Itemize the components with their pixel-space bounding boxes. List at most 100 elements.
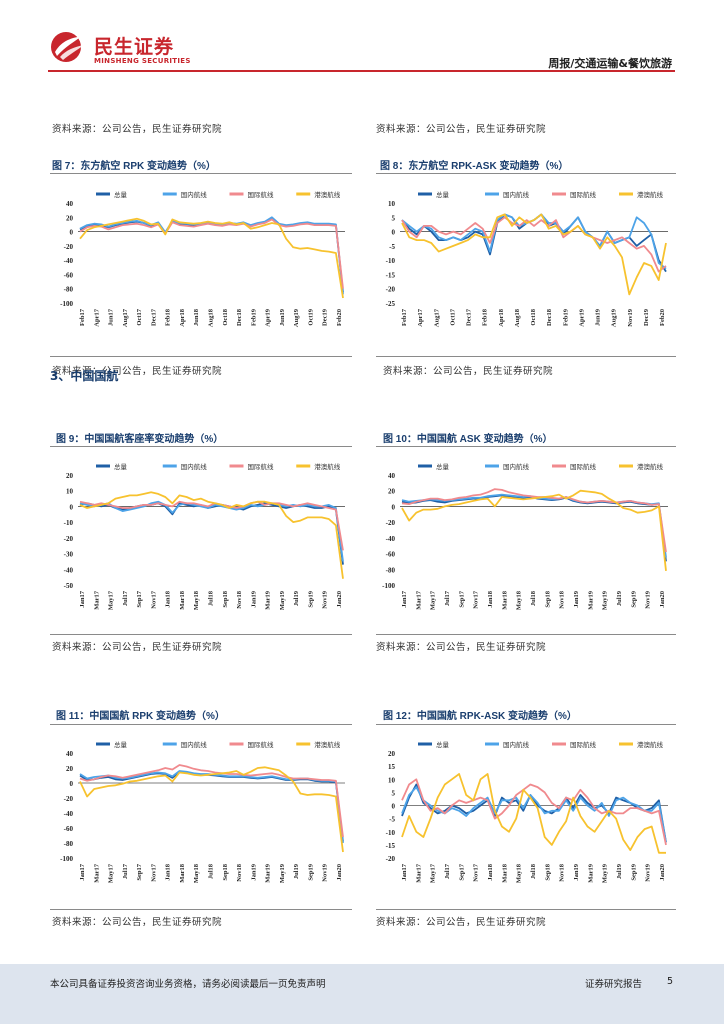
x-tick-label: Mar19 xyxy=(265,590,272,610)
series-line-2 xyxy=(401,786,667,843)
source-note: 资料来源：公司公告，民生证券研究院 xyxy=(52,917,223,928)
y-tick-label: 0 xyxy=(70,780,74,788)
series-line-2 xyxy=(401,493,667,558)
figure-title: 图 10：中国国航 ASK 变动趋势（%） xyxy=(383,434,553,445)
x-tick-label: Aug17 xyxy=(433,308,440,327)
y-tick-label: 20 xyxy=(388,750,396,758)
x-tick-label: Sep17 xyxy=(458,590,465,607)
y-tick-label: 40 xyxy=(66,200,74,208)
figure-divider xyxy=(376,724,676,725)
x-tick-label: Nov18 xyxy=(236,590,243,608)
y-tick-label: -10 xyxy=(386,829,396,837)
y-tick-label: 20 xyxy=(66,472,74,480)
figure-divider xyxy=(50,634,352,635)
x-tick-label: Nov19 xyxy=(322,863,329,881)
x-tick-label: Apr19 xyxy=(265,308,272,326)
legend-label: 总量 xyxy=(436,462,450,471)
y-tick-label: 0 xyxy=(70,229,74,237)
x-tick-label: Sep19 xyxy=(630,863,637,880)
y-tick-label: 0 xyxy=(392,503,396,511)
x-tick-label: Nov17 xyxy=(473,590,480,608)
x-tick-label: Sep18 xyxy=(544,863,551,880)
y-tick-label: 15 xyxy=(388,763,396,771)
figure-divider xyxy=(50,724,352,725)
legend-label: 总量 xyxy=(436,190,450,199)
x-tick-label: Apr17 xyxy=(417,308,424,326)
y-tick-label: 20 xyxy=(388,488,396,496)
series-line-1 xyxy=(79,770,344,842)
chart-figure-12: 总量 国内航线 国际航线 港澳航线 -20 -15 -10 -5 0 5 10 15 20 Jan17 Ma… xyxy=(370,733,676,903)
x-tick-label: Feb18 xyxy=(165,308,172,326)
legend-label: 国际航线 xyxy=(248,462,275,471)
legend-label: 港澳航线 xyxy=(637,740,664,749)
y-tick-label: -25 xyxy=(386,300,396,308)
y-tick-label: 10 xyxy=(388,776,396,784)
x-tick-label: Mar18 xyxy=(179,863,186,883)
chart-svg: 总量 国内航线 国际航线 港澳航线 -100 -80 -60 -40 -20 0 20 40 Jan17… xyxy=(382,462,668,610)
legend-label: 总量 xyxy=(114,462,128,471)
y-tick-label: 40 xyxy=(388,472,396,480)
legend-label: 国内航线 xyxy=(503,462,530,471)
x-tick-label: Apr17 xyxy=(93,308,100,326)
y-tick-label: -40 xyxy=(64,257,74,265)
x-tick-label: Mar17 xyxy=(93,590,100,610)
y-tick-label: 5 xyxy=(392,789,396,797)
chart-figure-9: 总量 国内航线 国际航线 港澳航线 -50 -40 -30 -20 -10 0 10 20 Jan17 M… xyxy=(48,455,353,630)
x-tick-label: Sep19 xyxy=(307,863,314,880)
chart-svg: 总量 国内航线 国际航线 港澳航线 -100 -80 -60 -40 -20 0 20 40 Feb17… xyxy=(60,190,345,327)
x-tick-label: Mar18 xyxy=(501,590,508,610)
x-tick-label: Nov19 xyxy=(627,308,634,326)
legend-label: 港澳航线 xyxy=(314,190,341,199)
source-note: 资料来源：公司公告，民生证券研究院 xyxy=(52,642,223,653)
figure-title: 图 11：中国国航 RPK 变动趋势（%） xyxy=(56,711,225,722)
x-tick-label: Jan18 xyxy=(165,863,172,880)
figure-divider xyxy=(50,446,352,447)
x-tick-label: Mar17 xyxy=(415,590,422,610)
y-tick-label: -50 xyxy=(64,582,74,590)
x-tick-label: May19 xyxy=(279,590,286,610)
series-line-2 xyxy=(79,500,344,562)
x-tick-label: Aug17 xyxy=(122,308,129,327)
footer-disclaimer: 本公司具备证券投资咨询业务资格，请务必阅读最后一页免责声明 xyxy=(50,979,326,990)
series-line-3 xyxy=(401,488,667,553)
x-tick-label: Apr18 xyxy=(498,308,505,326)
series-line-4 xyxy=(79,766,344,853)
series-line-4 xyxy=(79,217,344,299)
x-tick-label: Jan18 xyxy=(165,590,172,607)
x-tick-label: Nov18 xyxy=(236,863,243,881)
figure-title: 图 12：中国国航 RPK-ASK 变动趋势（%） xyxy=(383,711,577,722)
x-tick-label: Nov19 xyxy=(645,590,652,608)
figure-divider xyxy=(50,356,352,357)
x-tick-label: Sep18 xyxy=(544,590,551,607)
y-tick-label: -100 xyxy=(60,300,73,308)
x-tick-label: Aug18 xyxy=(208,308,215,327)
series-line-1 xyxy=(401,494,667,562)
brand-name: 民生证券 xyxy=(94,37,175,58)
x-tick-label: Nov19 xyxy=(645,863,652,881)
x-tick-label: Feb19 xyxy=(250,308,257,326)
x-tick-label: Jan19 xyxy=(573,863,580,880)
figure-title: 图 8：东方航空 RPK-ASK 变动趋势（%） xyxy=(380,161,569,172)
chart-figure-7: 总量 国内航线 国际航线 港澳航线 -100 -80 -60 -40 -20 0 20 40 Feb17… xyxy=(48,183,353,348)
y-tick-label: 5 xyxy=(392,214,396,222)
x-tick-label: Jan20 xyxy=(659,864,666,881)
figure-divider xyxy=(50,909,352,910)
y-tick-label: -80 xyxy=(386,566,396,574)
y-tick-label: -15 xyxy=(386,271,396,279)
chart-figure-10: 总量 国内航线 国际航线 港澳航线 -100 -80 -60 -40 -20 0 20 40 Jan17… xyxy=(370,455,676,630)
x-tick-label: Oct17 xyxy=(449,308,456,325)
series-line-3 xyxy=(401,778,667,846)
x-tick-label: Mar19 xyxy=(587,863,594,883)
x-tick-label: Nov18 xyxy=(559,590,566,608)
x-tick-label: Sep18 xyxy=(222,863,229,880)
x-tick-label: Jul19 xyxy=(293,590,300,606)
x-tick-label: Jul17 xyxy=(122,863,129,879)
x-tick-label: Nov17 xyxy=(473,863,480,881)
x-tick-label: Dec17 xyxy=(466,308,473,326)
legend-label: 国内航线 xyxy=(503,740,530,749)
x-tick-label: Feb17 xyxy=(79,308,86,326)
y-tick-label: -5 xyxy=(389,243,395,251)
y-tick-label: -20 xyxy=(64,535,74,543)
x-tick-label: Mar19 xyxy=(265,863,272,883)
x-tick-label: Jul18 xyxy=(530,863,537,879)
